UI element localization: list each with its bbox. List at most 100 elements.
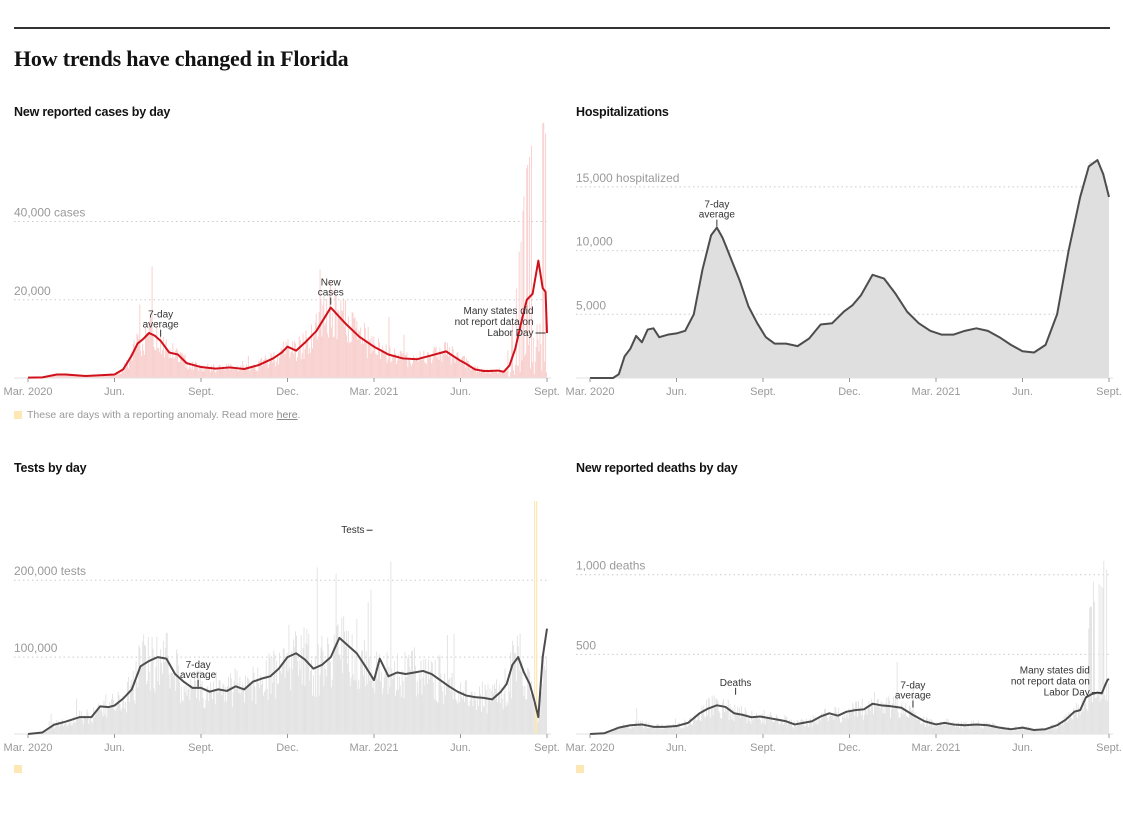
daily-bar xyxy=(372,688,373,734)
daily-bar xyxy=(169,674,170,734)
x-tick-label: Jun. xyxy=(104,386,125,398)
daily-bar xyxy=(327,334,328,378)
daily-bar xyxy=(642,721,643,734)
daily-bar xyxy=(1075,712,1076,734)
daily-bar xyxy=(1060,724,1061,734)
daily-bar xyxy=(1094,602,1095,734)
daily-bar xyxy=(309,348,310,378)
daily-bar xyxy=(1040,730,1041,734)
daily-bar xyxy=(274,655,275,734)
daily-bar xyxy=(304,686,305,734)
daily-bar xyxy=(339,318,340,378)
daily-bar xyxy=(680,727,681,734)
daily-bar xyxy=(738,715,739,734)
y-tick-label: 5,000 xyxy=(576,298,606,312)
daily-bar xyxy=(1082,697,1083,734)
daily-bar xyxy=(515,653,516,734)
daily-bar xyxy=(319,696,320,734)
daily-bar xyxy=(89,719,90,734)
daily-bar xyxy=(930,725,931,734)
daily-bar xyxy=(764,710,765,734)
daily-bar xyxy=(112,694,113,734)
daily-bar xyxy=(507,705,508,734)
daily-bar xyxy=(252,701,253,734)
daily-bar xyxy=(290,690,291,734)
daily-bar xyxy=(643,728,644,734)
daily-bar xyxy=(442,352,443,378)
daily-bar xyxy=(527,165,528,378)
y-tick-label: 40,000 cases xyxy=(14,206,85,220)
daily-bar xyxy=(505,371,506,378)
daily-bar xyxy=(129,361,130,378)
daily-bar xyxy=(314,697,315,734)
daily-bar xyxy=(288,624,289,734)
daily-bar xyxy=(120,704,121,734)
daily-bar xyxy=(785,717,786,734)
daily-bar xyxy=(518,365,519,378)
read-more-link[interactable]: here xyxy=(277,409,298,421)
daily-bar xyxy=(230,364,231,378)
daily-bar xyxy=(346,631,347,734)
daily-bar xyxy=(421,356,422,378)
daily-bar xyxy=(340,300,341,378)
daily-bar xyxy=(265,690,266,734)
daily-bar xyxy=(455,358,456,378)
daily-bar xyxy=(115,711,116,734)
daily-bar xyxy=(133,344,134,378)
daily-bar xyxy=(127,362,128,378)
daily-bar xyxy=(879,706,880,734)
daily-bar xyxy=(851,711,852,734)
daily-bar xyxy=(164,662,165,734)
daily-bar xyxy=(388,359,389,378)
daily-bar xyxy=(653,728,654,734)
daily-bar xyxy=(251,683,252,734)
daily-bar xyxy=(726,711,727,734)
daily-bar xyxy=(326,299,327,378)
daily-bar xyxy=(318,336,319,378)
daily-bar xyxy=(229,370,230,378)
daily-bar xyxy=(81,711,82,734)
daily-bar xyxy=(187,363,188,378)
daily-bar xyxy=(971,721,972,734)
daily-bar xyxy=(391,361,392,378)
anomaly-bar xyxy=(536,501,537,734)
daily-bar xyxy=(988,727,989,734)
daily-bar xyxy=(175,691,176,734)
daily-bar xyxy=(876,707,877,734)
daily-bar xyxy=(149,671,150,734)
daily-bar xyxy=(1080,715,1081,734)
daily-bar xyxy=(410,670,411,734)
daily-bar xyxy=(718,711,719,734)
daily-bar xyxy=(118,692,119,734)
x-tick-label: Dec. xyxy=(276,742,299,754)
daily-bar xyxy=(223,369,224,378)
daily-bar xyxy=(186,368,187,378)
daily-bar xyxy=(493,694,494,734)
daily-bar xyxy=(464,702,465,734)
daily-bar xyxy=(696,721,697,734)
anomaly-swatch-icon xyxy=(14,411,22,419)
daily-bar xyxy=(336,574,337,734)
daily-bar xyxy=(768,717,769,734)
daily-bar xyxy=(545,134,546,378)
daily-bar xyxy=(909,705,910,734)
daily-bar xyxy=(268,368,269,378)
daily-bar xyxy=(826,714,827,734)
daily-bar xyxy=(515,364,516,378)
daily-bar xyxy=(407,367,408,378)
daily-bar xyxy=(438,360,439,378)
daily-bar xyxy=(916,718,917,734)
daily-bar xyxy=(388,317,389,378)
daily-bar xyxy=(497,702,498,734)
daily-bar xyxy=(153,649,154,734)
daily-bar xyxy=(321,301,322,378)
daily-bar xyxy=(246,365,247,378)
daily-bar xyxy=(884,713,885,734)
daily-bar xyxy=(305,643,306,734)
daily-bar xyxy=(137,335,138,378)
daily-bar xyxy=(894,709,895,734)
daily-bar xyxy=(221,691,222,734)
daily-bar xyxy=(887,705,888,734)
daily-bar xyxy=(183,702,184,734)
daily-bar xyxy=(291,352,292,378)
